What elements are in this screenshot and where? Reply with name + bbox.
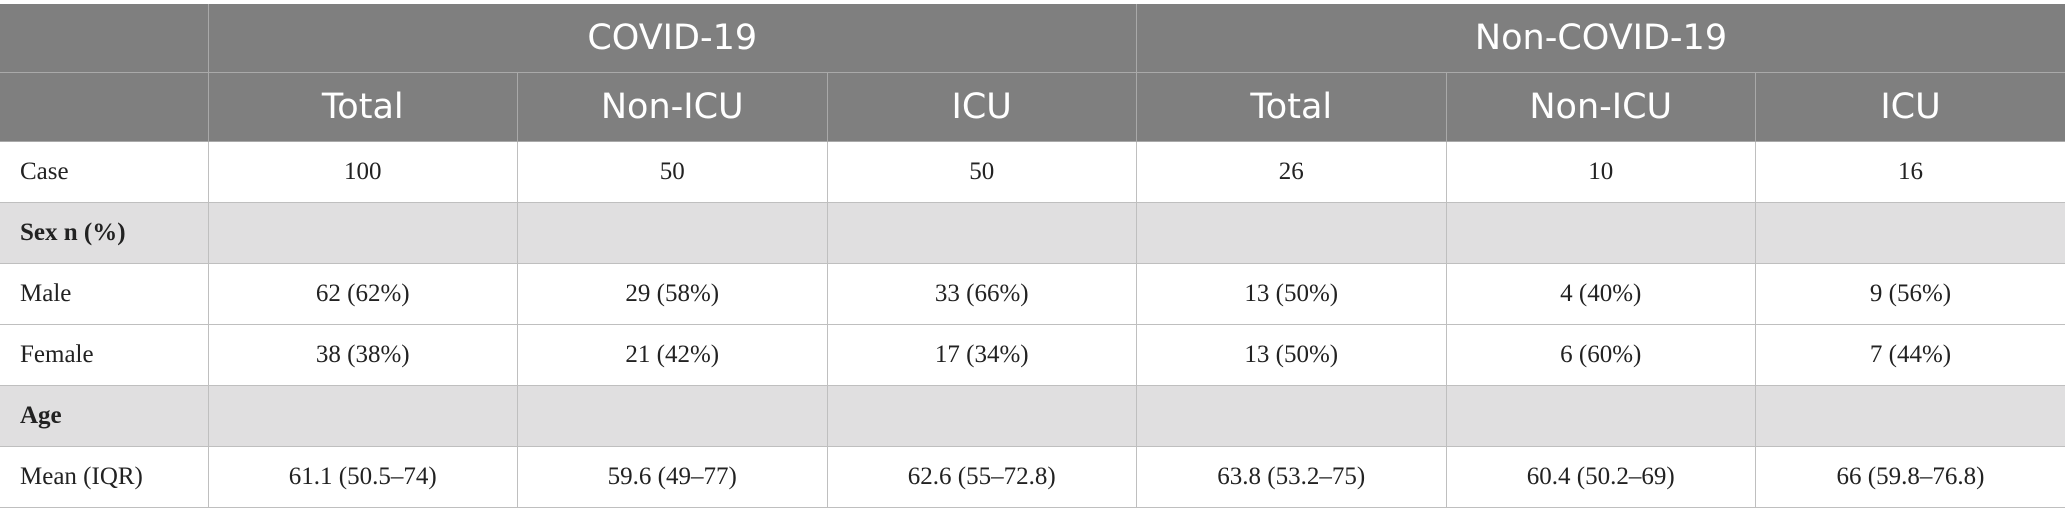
- table-cell: 29 (58%): [517, 263, 827, 325]
- table-cell: 10: [1445, 141, 1756, 203]
- table-cell: [1755, 202, 2066, 264]
- table-cell: [1755, 385, 2066, 447]
- row-label: Case: [0, 141, 208, 203]
- table-cell: 26: [1136, 141, 1446, 203]
- subheader-row: Total Non-ICU ICU Total Non-ICU ICU: [0, 72, 2066, 142]
- table-cell: 60.4 (50.2–69): [1445, 446, 1756, 508]
- group-header-row: COVID-19 Non-COVID-19: [0, 4, 2066, 73]
- section-label: Age: [0, 385, 208, 447]
- table-cell: 62 (62%): [207, 263, 518, 325]
- subheader-covid-total: Total: [207, 72, 518, 142]
- table-cell: [1445, 202, 1756, 264]
- table-cell: [826, 385, 1137, 447]
- subheader-covid-icu: ICU: [826, 72, 1137, 142]
- table-cell: 50: [826, 141, 1137, 203]
- demographics-table: COVID-19 Non-COVID-19 Total Non-ICU ICU …: [0, 4, 2066, 508]
- table-cell: 9 (56%): [1755, 263, 2066, 325]
- table-cell: 50: [517, 141, 827, 203]
- group-header-covid: COVID-19: [207, 4, 1137, 73]
- table-cell: [207, 385, 518, 447]
- subheader-covid-non-icu: Non-ICU: [517, 72, 827, 142]
- table-cell: 66 (59.8–76.8): [1755, 446, 2066, 508]
- table-body: Case 100 50 50 26 10 16 Sex n (%) Male 6…: [0, 141, 2066, 508]
- table-row-mean-iqr: Mean (IQR) 61.1 (50.5–74) 59.6 (49–77) 6…: [0, 446, 2066, 508]
- subheader-non-covid-total: Total: [1136, 72, 1446, 142]
- table-header: COVID-19 Non-COVID-19 Total Non-ICU ICU …: [0, 4, 2066, 142]
- table-cell: [826, 202, 1137, 264]
- table-cell: 16: [1755, 141, 2066, 203]
- table-cell: [1445, 385, 1756, 447]
- table-cell: [1136, 385, 1446, 447]
- table-cell: 38 (38%): [207, 324, 518, 386]
- group-header-non-covid: Non-COVID-19: [1136, 4, 2066, 73]
- row-label: Mean (IQR): [0, 446, 208, 508]
- table-cell: 61.1 (50.5–74): [207, 446, 518, 508]
- table-cell: [517, 202, 827, 264]
- table-cell: [1136, 202, 1446, 264]
- corner-header-cell: [0, 4, 208, 73]
- table-row-case: Case 100 50 50 26 10 16: [0, 141, 2066, 203]
- row-label: Female: [0, 324, 208, 386]
- table-cell: 13 (50%): [1136, 324, 1446, 386]
- table-cell: 33 (66%): [826, 263, 1137, 325]
- table-cell: 7 (44%): [1755, 324, 2066, 386]
- table-cell: 4 (40%): [1445, 263, 1756, 325]
- table-cell: 6 (60%): [1445, 324, 1756, 386]
- corner-header-cell: [0, 72, 208, 142]
- table-row-female: Female 38 (38%) 21 (42%) 17 (34%) 13 (50…: [0, 324, 2066, 386]
- row-label: Male: [0, 263, 208, 325]
- table-row-section-age: Age: [0, 385, 2066, 447]
- subheader-non-covid-icu: ICU: [1755, 72, 2066, 142]
- table-cell: 13 (50%): [1136, 263, 1446, 325]
- section-label: Sex n (%): [0, 202, 208, 264]
- table-row-section-sex: Sex n (%): [0, 202, 2066, 264]
- table-cell: 63.8 (53.2–75): [1136, 446, 1446, 508]
- table-cell: [517, 385, 827, 447]
- table-row-male: Male 62 (62%) 29 (58%) 33 (66%) 13 (50%)…: [0, 263, 2066, 325]
- table-cell: 59.6 (49–77): [517, 446, 827, 508]
- table-cell: [207, 202, 518, 264]
- table-cell: 100: [207, 141, 518, 203]
- subheader-non-covid-non-icu: Non-ICU: [1445, 72, 1756, 142]
- table-cell: 21 (42%): [517, 324, 827, 386]
- table-cell: 62.6 (55–72.8): [826, 446, 1137, 508]
- table-cell: 17 (34%): [826, 324, 1137, 386]
